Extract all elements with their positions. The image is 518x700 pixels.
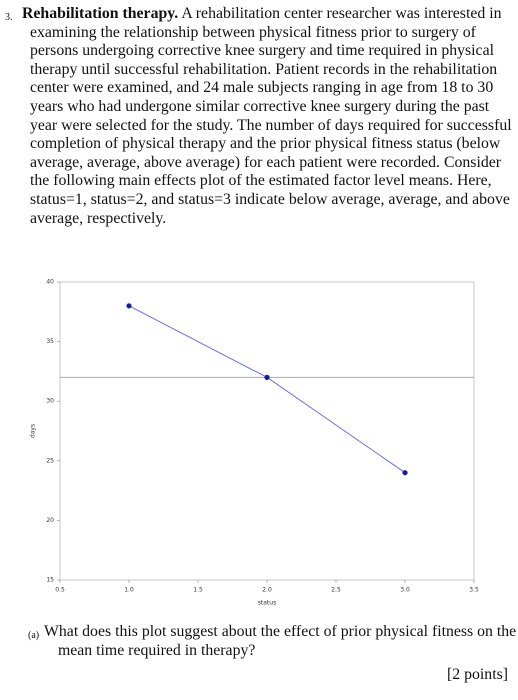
y-axis-label: days xyxy=(30,424,37,438)
question-title: Rehabilitation therapy. xyxy=(22,5,179,22)
part-label: (a) xyxy=(28,630,40,641)
plot-frame xyxy=(59,281,475,581)
points: [2 points] xyxy=(447,666,508,683)
x-tick-label: 2.0 xyxy=(262,587,272,594)
data-point xyxy=(402,470,408,476)
y-tick-label: 30 xyxy=(46,398,54,405)
x-tick-label: 0.5 xyxy=(55,587,65,594)
x-tick-label: 3.0 xyxy=(400,587,410,594)
x-tick-label: 3.5 xyxy=(469,587,479,594)
x-tick-label: 2.5 xyxy=(331,587,341,594)
question-text: Rehabilitation therapy. A rehabilitation… xyxy=(22,5,512,228)
data-point xyxy=(126,303,132,309)
part-text: What does this plot suggest about the ef… xyxy=(44,623,517,659)
y-tick-label: 20 xyxy=(46,517,54,524)
question-number: 3. xyxy=(5,12,13,23)
y-tick-label: 35 xyxy=(46,338,54,345)
x-tick-label: 1.5 xyxy=(193,587,203,594)
y-tick-label: 25 xyxy=(46,457,54,464)
y-tick-label: 40 xyxy=(46,279,54,286)
data-point xyxy=(264,374,270,380)
chart: 15 20 25 30 35 40 0.5 1.0 1.5 2.0 2.5 3.0 3.5 status d… xyxy=(30,279,479,607)
x-tick-label: 1.0 xyxy=(124,587,134,594)
x-axis-label: status xyxy=(258,600,276,607)
question-body: A rehabilitation center researcher was i… xyxy=(30,5,512,227)
y-tick-label: 15 xyxy=(46,577,54,584)
series-line xyxy=(128,305,406,474)
